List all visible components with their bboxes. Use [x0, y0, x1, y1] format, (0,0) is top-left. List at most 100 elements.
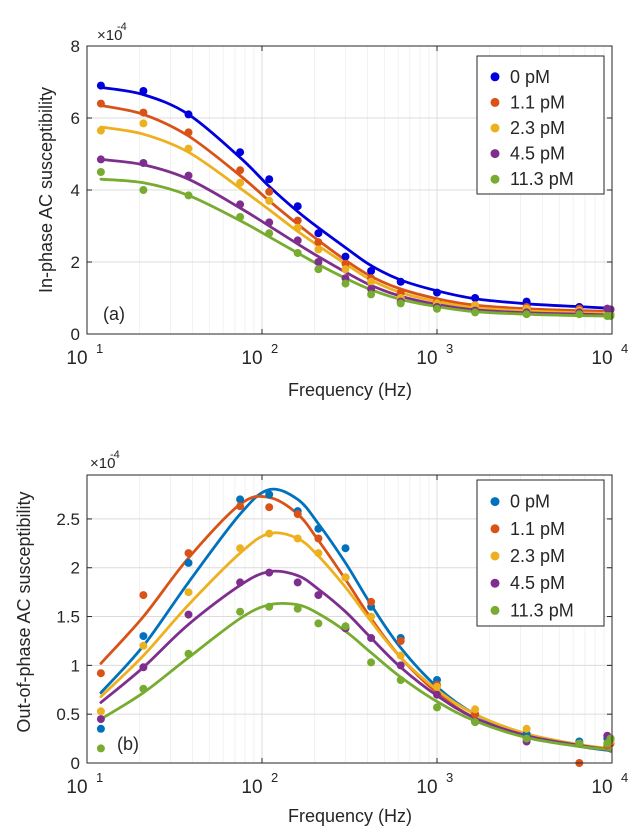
panel-b-x-tick-exponent: 2	[271, 770, 278, 785]
data-point-2.3-pm	[341, 573, 350, 582]
data-point-1.1-pm	[96, 99, 105, 108]
panel-a-fit-lines	[99, 86, 613, 318]
data-point-2.3-pm	[314, 245, 323, 254]
data-point-1.1-pm	[184, 128, 193, 137]
data-point-11.3-pm	[396, 676, 405, 684]
fit-line-0-pm	[99, 86, 613, 310]
data-point-11.3-pm	[341, 279, 350, 288]
data-point-1.1-pm	[367, 597, 376, 606]
legend-label-4.5-pm: 4.5 pM	[510, 144, 565, 164]
data-point-0-pm	[341, 252, 350, 261]
data-point-11.3-pm	[139, 684, 148, 693]
data-point-0-pm	[396, 277, 405, 286]
legend-marker-2.3-pm	[490, 551, 500, 561]
data-point-1.1-pm	[314, 238, 323, 247]
panel-a-panel-label: (a)	[103, 304, 125, 324]
panel-b-x-tick-label: 10	[66, 777, 87, 798]
data-point-11.3-pm	[236, 213, 245, 221]
data-point-4.5-pm	[314, 258, 323, 266]
panel-a-y-exponent: -4	[117, 21, 127, 33]
data-point-11.3-pm	[314, 265, 323, 274]
data-point-0-pm	[367, 267, 376, 275]
data-point-2.3-pm	[265, 196, 274, 205]
data-point-11.3-pm	[471, 308, 480, 317]
data-point-11.3-pm	[522, 310, 531, 319]
data-point-0-pm	[236, 495, 245, 504]
data-point-11.3-pm	[96, 168, 105, 176]
data-point-11.3-pm	[367, 290, 376, 299]
data-point-11.3-pm	[522, 734, 531, 743]
data-point-1.1-pm	[236, 502, 245, 511]
data-point-0-pm	[236, 148, 245, 157]
panel-b-x-tick-exponent: 3	[446, 770, 453, 785]
panel-a-x-tick-label: 10	[416, 348, 437, 369]
data-point-4.5-pm	[367, 634, 376, 642]
legend-marker-1.1-pm	[490, 97, 500, 107]
data-point-11.3-pm	[265, 229, 274, 238]
data-point-2.3-pm	[293, 223, 302, 232]
fit-line-4.5-pm	[99, 158, 613, 317]
panel-a-y-tick-label: 4	[71, 181, 80, 200]
legend-marker-11.3-pm	[490, 605, 500, 615]
panel-b-plot-frame	[86, 474, 613, 764]
data-point-4.5-pm	[96, 155, 105, 164]
data-point-0-pm	[314, 524, 323, 533]
panel-a-x-tick-exponent: 3	[446, 341, 453, 356]
data-point-11.3-pm	[575, 310, 584, 319]
data-point-11.3-pm	[396, 299, 405, 308]
data-point-4.5-pm	[236, 200, 245, 209]
data-point-1.1-pm	[265, 187, 274, 196]
data-point-2.3-pm	[236, 178, 245, 187]
data-point-0-pm	[471, 294, 480, 302]
data-point-11.3-pm	[293, 249, 302, 257]
legend-label-0-pm: 0 pM	[510, 492, 550, 512]
data-point-1.1-pm	[184, 549, 193, 558]
panel-b-y-label: Out-of-phase AC susceptibility	[14, 491, 34, 732]
data-point-11.3-pm	[314, 619, 323, 628]
legend-marker-11.3-pm	[490, 174, 500, 184]
panel-b-x-label: Frequency (Hz)	[288, 806, 412, 826]
panel-b-fit-lines	[99, 487, 613, 753]
data-point-11.3-pm	[236, 607, 245, 616]
data-point-2.3-pm	[139, 641, 148, 650]
fit-line-1.1-pm	[99, 104, 613, 314]
panel-b-x-tick-label: 10	[591, 777, 612, 798]
fit-line-2.3-pm	[99, 125, 613, 316]
panel-a: 10 1 10 2 10 3 10 4 0 2 4 6 8 ×10 -4 Frequency (Hz)…	[36, 21, 628, 400]
data-point-4.5-pm	[293, 236, 302, 245]
legend-marker-1.1-pm	[490, 524, 500, 534]
panel-b-y-tick-label: 1.5	[56, 608, 80, 627]
panel-a-y-tick-label: 8	[71, 37, 80, 56]
panel-b-y-tick-label: 0.5	[56, 705, 80, 724]
panel-b-x-tick-label: 10	[416, 777, 437, 798]
data-point-11.3-pm	[341, 622, 350, 631]
panel-b-legend: 0 pM 1.1 pM 2.3 pM 4.5 pM 11.3 pM	[476, 479, 605, 627]
data-point-0-pm	[293, 202, 302, 211]
data-point-11.3-pm	[606, 312, 615, 320]
panel-b: 10 1 10 2 10 3 10 4 0 0.5 1 1.5 2 2.5 ×10 -4 Frequen…	[14, 449, 628, 826]
data-point-4.5-pm	[314, 591, 323, 600]
data-point-2.3-pm	[96, 707, 105, 716]
data-point-2.3-pm	[522, 724, 531, 733]
panel-a-y-tick-label: 6	[71, 109, 80, 128]
data-point-11.3-pm	[96, 744, 105, 753]
data-point-11.3-pm	[184, 649, 193, 658]
legend-marker-4.5-pm	[490, 149, 500, 159]
data-point-0-pm	[184, 558, 193, 567]
panel-b-y-tick-label: 2	[71, 559, 80, 578]
panel-a-x-tick-labels: 10 1 10 2 10 3 10 4	[66, 46, 628, 369]
data-point-2.3-pm	[139, 119, 148, 128]
fit-line-11.3-pm	[99, 177, 613, 318]
data-point-11.3-pm	[575, 739, 584, 748]
panel-a-x-tick-exponent: 4	[621, 341, 628, 356]
panel-a-y-tick-labels: 0 2 4 6 8	[71, 37, 612, 344]
legend-label-2.3-pm: 2.3 pM	[510, 546, 565, 566]
panel-a-x-tick-exponent: 1	[96, 341, 103, 356]
data-point-1.1-pm	[139, 108, 148, 117]
data-point-11.3-pm	[139, 186, 148, 194]
panel-a-x-tick-exponent: 2	[271, 341, 278, 356]
data-point-0-pm	[433, 288, 441, 297]
data-point-2.3-pm	[396, 651, 405, 660]
data-point-11.3-pm	[471, 718, 480, 726]
data-point-11.3-pm	[265, 602, 274, 611]
